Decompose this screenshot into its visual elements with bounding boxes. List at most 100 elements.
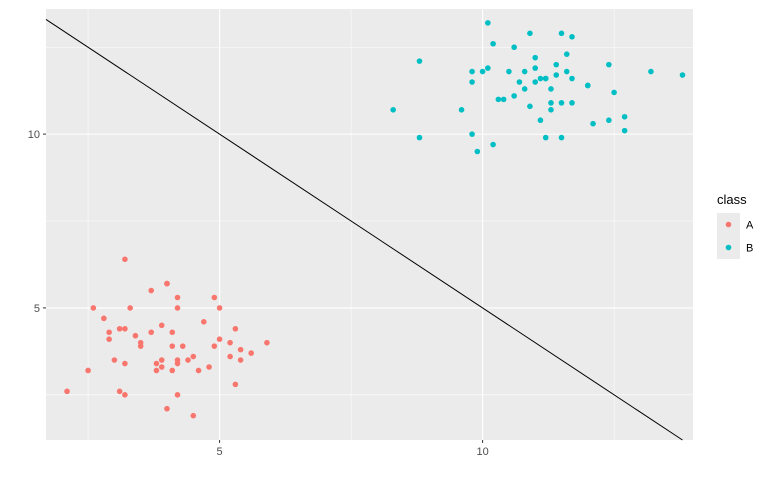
point-a-3 [101, 315, 107, 322]
point-b-46 [590, 120, 596, 127]
point-b-31 [548, 100, 554, 106]
point-b-35 [553, 72, 560, 78]
point-a-14 [132, 332, 139, 339]
point-b-6 [469, 131, 475, 137]
point-b-17 [511, 93, 517, 99]
point-a-39 [195, 367, 202, 374]
point-b-7 [474, 148, 481, 155]
point-a-52 [248, 350, 254, 356]
point-a-43 [211, 343, 218, 349]
point-a-10 [122, 360, 128, 367]
point-b-29 [542, 134, 549, 141]
point-b-19 [521, 68, 528, 75]
legend-label-a: A [746, 220, 754, 232]
point-a-25 [164, 280, 170, 287]
point-b-48 [606, 61, 612, 68]
point-b-49 [611, 89, 617, 96]
point-b-24 [532, 79, 538, 85]
point-b-33 [548, 106, 554, 113]
legend: class A B [717, 192, 754, 259]
point-b-26 [537, 75, 544, 82]
point-b-13 [495, 96, 502, 103]
point-b-45 [584, 82, 591, 89]
point-b-22 [527, 103, 533, 110]
point-a-28 [169, 329, 176, 336]
point-b-23 [532, 65, 538, 71]
point-b-47 [606, 117, 612, 124]
point-b-14 [500, 96, 507, 103]
legend-label-b: B [746, 243, 753, 255]
point-a-46 [227, 339, 233, 346]
point-a-0 [64, 388, 70, 395]
point-b-4 [469, 79, 475, 85]
point-b-5 [469, 68, 475, 75]
point-b-12 [490, 40, 496, 47]
point-b-51 [621, 113, 628, 120]
point-a-8 [116, 388, 123, 395]
point-a-36 [185, 357, 191, 363]
point-a-30 [174, 392, 181, 398]
point-b-18 [516, 79, 523, 85]
point-b-3 [458, 106, 465, 113]
point-b-38 [558, 30, 565, 37]
point-a-6 [111, 357, 118, 363]
point-b-9 [485, 65, 491, 71]
point-b-39 [563, 68, 570, 75]
point-a-2 [90, 305, 97, 311]
point-a-1 [85, 367, 91, 374]
reference-line [45, 19, 683, 441]
point-a-17 [148, 287, 155, 294]
y-tick-label-1: 10 [28, 129, 40, 141]
data-points [64, 20, 686, 419]
point-b-36 [558, 134, 565, 141]
point-b-41 [569, 100, 575, 106]
point-a-41 [206, 364, 212, 370]
reference-line-segment [45, 19, 683, 441]
point-a-16 [137, 339, 144, 346]
point-b-42 [569, 75, 575, 82]
point-a-51 [237, 346, 244, 353]
point-a-9 [122, 392, 128, 398]
legend-key-a [725, 221, 732, 228]
point-a-7 [116, 325, 123, 332]
point-b-52 [648, 68, 654, 75]
point-a-26 [164, 405, 170, 412]
point-b-20 [521, 86, 528, 92]
point-a-49 [232, 381, 239, 388]
x-tick-label-1: 10 [476, 446, 488, 458]
point-b-53 [679, 72, 686, 78]
point-a-47 [227, 353, 233, 360]
legend-title: class [717, 192, 747, 207]
y-tick-label-0: 5 [34, 303, 40, 315]
point-a-18 [148, 329, 155, 336]
point-a-35 [179, 343, 186, 349]
point-a-32 [174, 357, 181, 363]
point-a-13 [127, 305, 133, 311]
point-b-0 [390, 106, 396, 113]
plot-panel [46, 9, 693, 440]
point-a-4 [106, 329, 112, 336]
x-axis: 5 10 [217, 440, 489, 458]
point-a-5 [106, 336, 112, 343]
point-a-44 [216, 305, 223, 311]
point-b-21 [527, 30, 533, 37]
point-b-10 [485, 20, 491, 26]
point-a-38 [190, 353, 197, 360]
point-b-16 [511, 44, 517, 51]
point-a-22 [158, 357, 165, 363]
point-a-34 [174, 305, 181, 311]
point-b-1 [416, 58, 423, 64]
point-b-11 [490, 141, 496, 148]
point-b-15 [506, 68, 512, 75]
point-a-19 [153, 367, 160, 374]
point-a-21 [158, 364, 165, 370]
point-b-50 [621, 127, 628, 134]
point-a-48 [232, 325, 239, 332]
point-b-30 [542, 75, 549, 82]
point-b-32 [548, 86, 554, 92]
point-a-53 [264, 339, 270, 346]
point-a-42 [211, 294, 218, 301]
x-tick-label-0: 5 [217, 446, 223, 458]
point-b-27 [537, 117, 544, 124]
